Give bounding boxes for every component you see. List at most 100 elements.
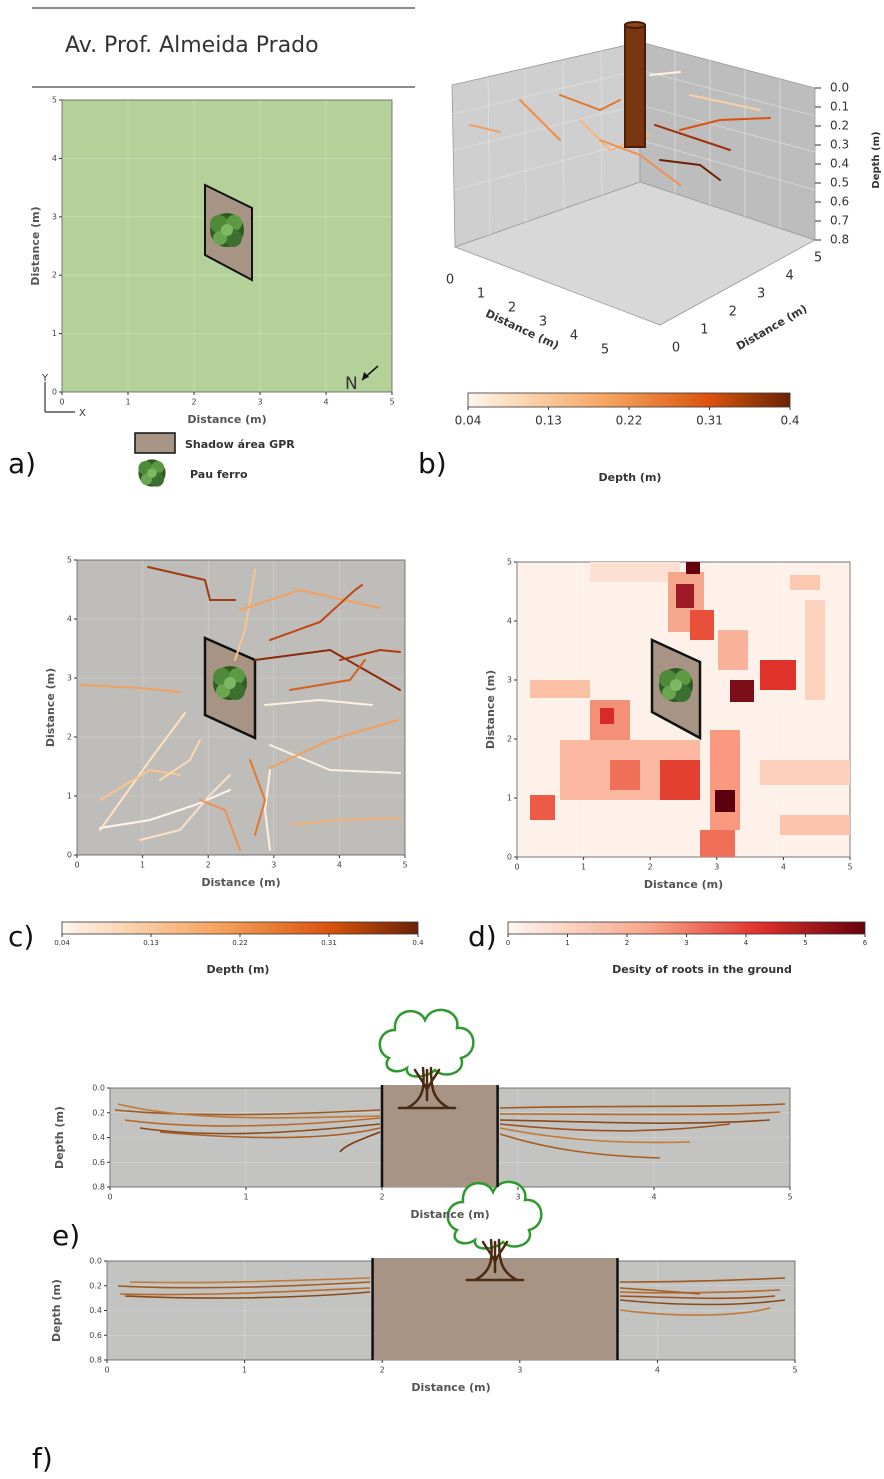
y-tick-label: 5 <box>507 558 512 567</box>
x-tick-label: 5 <box>792 1366 797 1375</box>
colorbar-tick-label: 0 <box>506 939 510 947</box>
x-tick-label: 4 <box>651 1193 656 1202</box>
x-tick-label: 5 <box>389 398 394 407</box>
z-tick-label: 0.4 <box>830 157 849 171</box>
trunk-section <box>372 1258 618 1360</box>
panel-label: e) <box>52 1219 80 1252</box>
x-tick-label: 2 <box>206 861 211 870</box>
colorbar <box>507 921 866 935</box>
x-tick-label: 2 <box>648 863 653 872</box>
y-tick-label: 0 <box>507 853 512 862</box>
x-tick-label: 5 <box>787 1193 792 1202</box>
x-tick-label: 5 <box>402 861 407 870</box>
roots-map <box>79 566 401 851</box>
x-tick-label: 0 <box>74 861 79 870</box>
z-tick-label: 0.6 <box>830 195 849 209</box>
colorbar-tick-label: 0.13 <box>535 414 562 428</box>
x-tick-label: 4 <box>655 1366 660 1375</box>
y-tick-label: 2 <box>507 735 512 744</box>
north-label: N <box>345 374 358 394</box>
x-axis-label: Distance (m) <box>411 1381 490 1394</box>
y-tick-label: 0.6 <box>92 1158 105 1167</box>
colorbar-tick-label: 3 <box>684 939 688 947</box>
panel-label: a) <box>8 447 36 480</box>
y-tick-label: 3 <box>52 212 57 221</box>
x-tick-label: 3 <box>539 315 547 330</box>
panel-label: b) <box>418 447 447 480</box>
y-tick-label: 3 <box>757 287 765 302</box>
x-tick-label: 0 <box>446 273 454 288</box>
colorbar-tick-label: 4 <box>744 939 749 947</box>
z-tick-label: 0.5 <box>830 176 849 190</box>
panel-label: c) <box>8 920 34 953</box>
y-axis-label: Distance (m) <box>29 206 42 285</box>
x-tick-label: 3 <box>515 1193 520 1202</box>
x-tick-label: 2 <box>379 1193 384 1202</box>
y-tick-label: 0.0 <box>92 1084 105 1093</box>
z-tick-label: 0.3 <box>830 138 849 152</box>
density-cells <box>530 562 850 857</box>
panel-label: f) <box>32 1442 53 1475</box>
panel-label: d) <box>468 920 497 953</box>
colorbar-label: Desity of roots in the ground <box>612 963 792 976</box>
x-tick-label: 3 <box>517 1366 522 1375</box>
y-tick-label: 3 <box>507 676 512 685</box>
axis-letter: Y <box>41 373 49 384</box>
x-tick-label: 0 <box>514 863 519 872</box>
x-tick-label: 4 <box>337 861 342 870</box>
colorbar-label: Depth (m) <box>599 471 662 484</box>
x-tick-label: 1 <box>140 861 145 870</box>
z-tick-label: 0.2 <box>830 119 849 133</box>
axis-letter: X <box>79 408 86 419</box>
colorbar-tick-label: 0.22 <box>232 939 248 947</box>
y-tick-label: 0 <box>52 388 57 397</box>
y-tick-label: 4 <box>52 154 57 163</box>
x-tick-label: 0 <box>104 1366 109 1375</box>
colorbar-tick-label: 0.31 <box>321 939 337 947</box>
x-tick-label: 5 <box>847 863 852 872</box>
z-axis-label: Depth (m) <box>871 131 882 188</box>
street-name: Av. Prof. Almeida Prado <box>65 33 319 58</box>
colorbar-tick-label: 5 <box>803 939 807 947</box>
x-axis-label: Distance (m) <box>410 1208 489 1221</box>
x-tick-label: 1 <box>581 863 586 872</box>
y-tick-label: 5 <box>67 556 72 565</box>
colorbar <box>61 921 419 935</box>
y-axis-label: Distance (m) <box>734 302 809 353</box>
x-tick-label: 1 <box>243 1193 248 1202</box>
y-axis-label: Distance (m) <box>484 670 497 749</box>
x-tick-label: 3 <box>714 863 719 872</box>
x-axis-label: Distance (m) <box>644 878 723 891</box>
x-tick-label: 1 <box>125 398 130 407</box>
z-tick-label: 0.7 <box>830 214 849 228</box>
y-tick-label: 0 <box>672 341 680 356</box>
y-tick-label: 0.4 <box>92 1133 105 1142</box>
colorbar-label: Depth (m) <box>207 963 270 976</box>
y-tick-label: 0.8 <box>89 1356 102 1365</box>
colorbar-tick-label: 0.4 <box>780 414 799 428</box>
x-tick-label: 2 <box>508 301 516 316</box>
y-axis-label: Depth (m) <box>53 1106 66 1169</box>
colorbar-tick-label: 0.22 <box>616 414 643 428</box>
y-tick-label: 5 <box>814 251 822 266</box>
site-decor <box>44 183 379 487</box>
box-3d <box>451 41 816 326</box>
y-tick-label: 0.4 <box>89 1306 102 1315</box>
y-tick-label: 0.8 <box>92 1183 105 1192</box>
colorbar-tick-label: 6 <box>863 939 868 947</box>
x-tick-label: 3 <box>257 398 262 407</box>
x-tick-label: 4 <box>323 398 328 407</box>
roots-3d <box>469 21 771 186</box>
y-tick-label: 2 <box>729 305 737 320</box>
y-tick-label: 4 <box>507 617 512 626</box>
x-axis-label: Distance (m) <box>201 876 280 889</box>
x-tick-label: 5 <box>601 343 609 358</box>
colorbar-tick-label: 0.13 <box>143 939 159 947</box>
colorbar-tick-label: 0.04 <box>455 414 482 428</box>
x-tick-label: 1 <box>477 287 485 302</box>
z-tick-label: 0.8 <box>830 233 849 247</box>
colorbar-tick-label: 1 <box>565 939 569 947</box>
y-tick-label: 5 <box>52 96 57 105</box>
y-tick-label: 0 <box>67 851 72 860</box>
x-tick-label: 2 <box>380 1366 385 1375</box>
